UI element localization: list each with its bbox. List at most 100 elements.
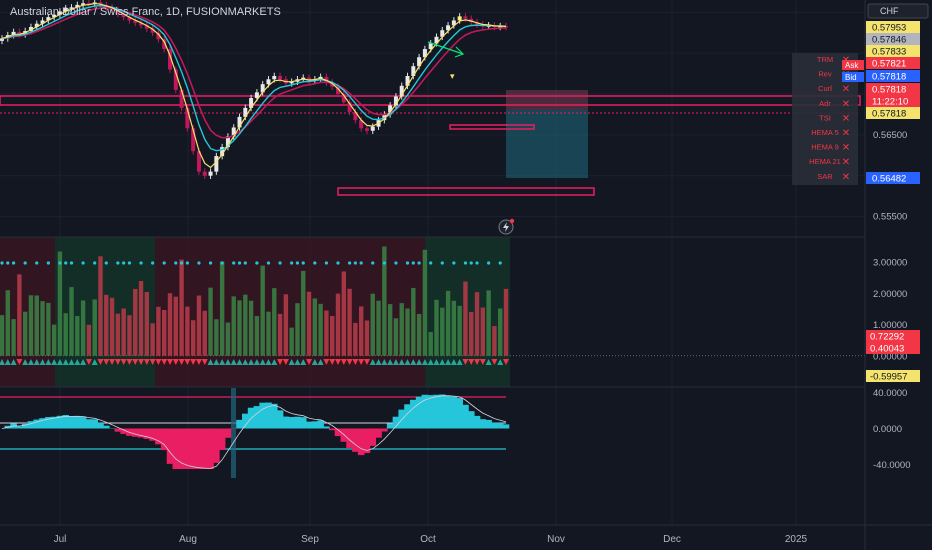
signal-dot — [11, 261, 16, 265]
signal-triangle — [485, 359, 492, 365]
close-icon[interactable]: ✕ — [842, 143, 850, 154]
candle — [428, 43, 433, 50]
osc-bar — [347, 288, 352, 356]
candle — [69, 7, 74, 9]
candle — [434, 36, 439, 44]
osc-bar — [144, 292, 150, 356]
signal-triangle — [404, 359, 411, 365]
osc-bar — [173, 296, 178, 356]
price-label-box — [866, 57, 920, 69]
candle — [353, 111, 358, 121]
tsi-oscillator — [1, 394, 510, 469]
candle — [34, 23, 39, 27]
signal-triangle — [91, 359, 98, 365]
signal-dot — [487, 261, 491, 265]
osc-bar — [341, 271, 346, 356]
osc-bar — [416, 313, 422, 356]
osc-bar — [486, 290, 491, 356]
signal-triangle — [311, 359, 318, 365]
osc-bar — [254, 315, 260, 356]
signal-dot — [58, 261, 62, 265]
osc-bar — [405, 308, 410, 356]
signal-triangle — [207, 359, 214, 365]
currency-badge[interactable]: CHF — [867, 3, 929, 19]
close-icon[interactable]: ✕ — [842, 84, 850, 95]
osc-bar — [179, 259, 184, 356]
signal-dot — [46, 261, 50, 265]
status-label: HEMA 21 — [809, 157, 841, 166]
lightning-icon[interactable] — [498, 218, 515, 235]
candle — [231, 127, 236, 137]
oscillator-axis[interactable]: 3.00000 2.00000 1.00000 0.00000 — [873, 258, 907, 363]
tsi-vertical-highlight — [231, 388, 236, 478]
candle — [411, 66, 416, 77]
signal-dot — [179, 261, 184, 265]
time-axis[interactable]: Jul Aug Sep Oct Nov Dec 2025 — [54, 534, 808, 545]
signal-dot — [93, 261, 97, 265]
signal-triangle — [56, 359, 63, 365]
osc-bar — [208, 287, 213, 356]
osc-bar — [295, 303, 300, 356]
close-icon[interactable]: ✕ — [842, 157, 850, 168]
close-icon[interactable]: ✕ — [842, 128, 850, 139]
close-icon[interactable]: ✕ — [842, 172, 850, 183]
osc-bar — [167, 293, 173, 356]
signal-dot — [64, 261, 68, 265]
tsi-tick-label: 0.0000 — [873, 424, 902, 435]
signal-triangle — [230, 359, 237, 365]
tsi-tick-label: -40.0000 — [873, 460, 911, 471]
stop-loss-zone — [506, 90, 588, 110]
support-zone-lower — [337, 187, 595, 196]
candle — [168, 49, 172, 70]
signal-dot — [371, 261, 375, 265]
osc-bar — [272, 288, 277, 356]
osc-bar — [353, 322, 358, 356]
osc-bar — [150, 323, 155, 356]
signal-triangle — [445, 359, 452, 365]
signal-dot — [35, 261, 39, 265]
signal-triangle — [352, 359, 359, 365]
osc-bar — [57, 251, 63, 356]
price-tick-label: 0.55500 — [873, 212, 907, 223]
time-tick-label: Nov — [547, 534, 565, 545]
oscillator-tick-label: 2.00000 — [873, 289, 907, 300]
signal-triangle — [45, 359, 52, 365]
signal-triangle — [300, 359, 307, 365]
candle — [220, 147, 225, 157]
signal-dot — [104, 261, 108, 265]
price-label: 0.57818 — [872, 72, 906, 83]
price-label: 0.57818 — [872, 85, 906, 96]
candle — [173, 69, 178, 90]
signal-triangle — [167, 359, 173, 365]
candle — [440, 30, 445, 37]
symbol-title[interactable]: Australian Dollar / Swiss Franc, 1D, FUS… — [10, 6, 281, 18]
osc-bar — [28, 295, 34, 356]
price-label: 0.56482 — [872, 174, 906, 185]
annotation-arrow[interactable] — [427, 41, 465, 58]
close-icon[interactable]: ✕ — [842, 113, 850, 124]
signal-dot — [347, 261, 352, 265]
moving-averages — [1, 2, 507, 169]
osc-bar — [457, 305, 462, 356]
candle — [278, 76, 283, 80]
signal-dot — [116, 261, 120, 265]
osc-bar — [289, 327, 294, 356]
price-tick-label: 0.56500 — [873, 130, 907, 141]
signal-triangle — [22, 359, 29, 365]
bid-label: Bid — [845, 73, 857, 82]
signal-dot — [69, 261, 74, 265]
candle — [289, 81, 294, 84]
symbol-header[interactable]: Australian Dollar / Swiss Franc, 1D, FUS… — [10, 6, 281, 18]
signal-dot — [475, 261, 479, 265]
status-label: TRM — [817, 55, 833, 64]
tsi-axis[interactable]: 40.0000 0.0000 -40.0000 — [873, 388, 911, 471]
osc-bar — [202, 310, 207, 356]
price-label-box — [866, 95, 920, 107]
signal-dot — [81, 261, 85, 265]
signal-dot — [122, 261, 126, 265]
close-icon[interactable]: ✕ — [842, 99, 850, 110]
